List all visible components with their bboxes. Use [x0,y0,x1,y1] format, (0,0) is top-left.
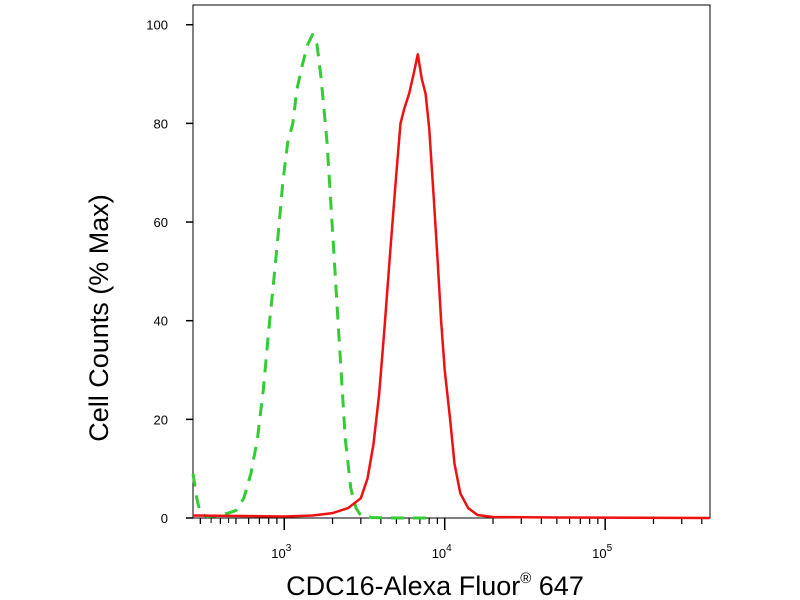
x-axis-title-main: CDC16-Alexa Fluor [286,571,520,600]
x-tick-label: 104 [432,543,452,561]
series-line-control-dashed [191,33,430,520]
x-tick-label: 105 [592,543,612,561]
y-tick-label: 0 [161,511,168,526]
series-line-cdc16-solid [192,53,711,520]
y-tick-label: 80 [154,116,168,131]
y-tick-label: 100 [146,18,168,33]
x-tick-base: 10 [432,546,446,561]
x-tick-label: 103 [271,543,291,561]
x-tick-base: 10 [592,546,606,561]
x-tick-exponent: 3 [286,543,292,554]
x-tick-base: 10 [271,546,285,561]
y-tick-label: 20 [154,412,168,427]
y-tick-label: 60 [154,215,168,230]
y-axis-title: Cell Counts (% Max) [84,194,114,442]
x-tick-exponent: 4 [446,543,452,554]
plot-frame [192,4,711,519]
x-axis-title: CDC16-Alexa Fluor® 647 [286,570,584,600]
x-axis-title-superscript: ® [520,570,531,587]
y-axis-title-group: Cell Counts (% Max) [84,194,114,442]
x-axis-title-suffix: 647 [531,571,584,600]
y-tick-label: 40 [154,314,168,329]
x-tick-exponent: 5 [607,543,613,554]
